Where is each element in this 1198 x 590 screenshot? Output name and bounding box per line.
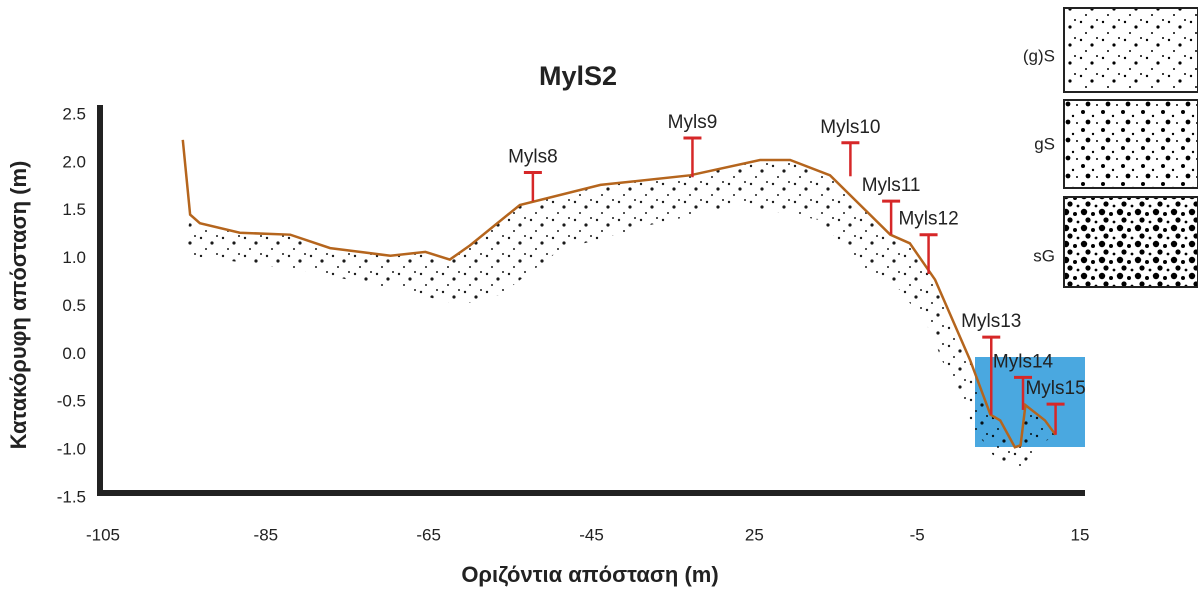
sample-label: Myls15 (1025, 378, 1085, 399)
y-tick-label: 2.0 (62, 152, 86, 171)
sample-label: Myls9 (668, 112, 718, 133)
sample-label: Myls11 (862, 175, 921, 196)
legend: (g)S gS sG (1023, 7, 1198, 288)
sample-label: Myls10 (820, 117, 880, 138)
sample-label: Myls13 (961, 311, 1021, 332)
x-tick-label: -45 (579, 525, 604, 544)
x-tick-label: -105 (86, 525, 120, 544)
y-tick-label: 1.5 (62, 200, 86, 219)
profile-line (181, 139, 1057, 449)
sediment (185, 160, 1056, 468)
legend-label: gS (1034, 134, 1055, 153)
y-tick-label: -1.0 (57, 440, 86, 459)
chart-title: MylS2 (539, 61, 617, 91)
y-tick-label: 0.0 (62, 344, 86, 363)
x-tick-label: -65 (416, 525, 441, 544)
x-axis-label: Οριζόντια απόσταση (m) (461, 562, 718, 587)
y-tick-label: 2.5 (62, 104, 86, 123)
x-tick-label: 25 (745, 525, 764, 544)
y-tick-label: -1.5 (57, 487, 86, 506)
sample-label: Myls14 (993, 351, 1054, 372)
legend-swatch (1063, 7, 1198, 93)
legend-label: (g)S (1023, 46, 1055, 65)
sample-label: Myls12 (898, 209, 958, 230)
x-tick-label: -85 (254, 525, 279, 544)
y-tick-label: 0.5 (62, 296, 86, 315)
y-tick-label: 1.0 (62, 248, 86, 267)
x-tick-label: -5 (910, 525, 925, 544)
legend-swatch (1063, 99, 1198, 189)
x-tick-label: 15 (1071, 525, 1090, 544)
legend-swatch (1063, 196, 1198, 288)
y-tick-label: -0.5 (57, 392, 86, 411)
sample-label: Myls8 (508, 146, 558, 167)
y-axis-label: Κατακόρυφη απόσταση (m) (6, 161, 31, 450)
legend-label: sG (1033, 246, 1055, 265)
